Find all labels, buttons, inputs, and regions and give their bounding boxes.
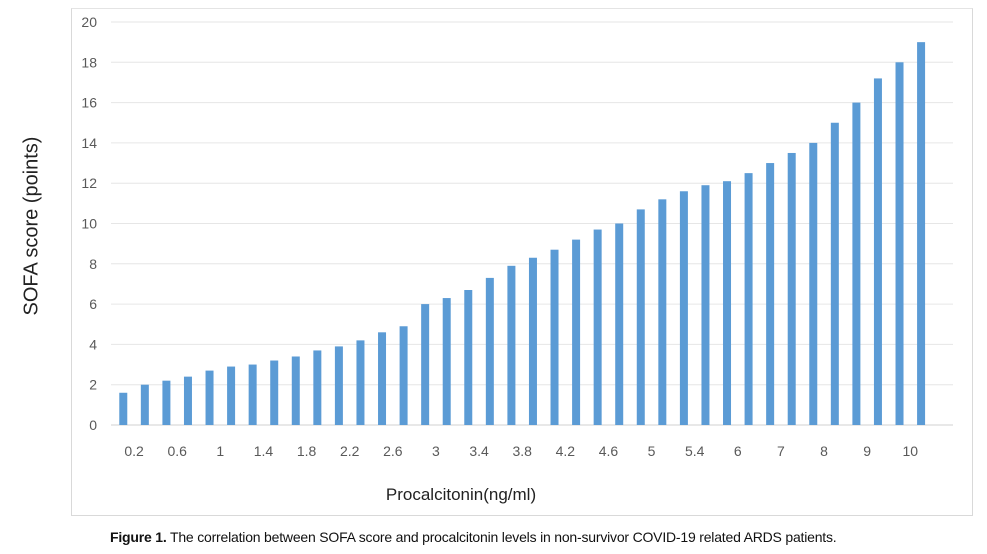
x-axis-ticks: 0.2 0.6 1 1.4 1.8 2.2 2.6 3 3.4 3.8 4.2 4.6 5 5.4 6 7 8 9… — [124, 443, 918, 459]
y-axis-ticks: 0 2 4 6 8 10 12 14 16 18 20 — [81, 14, 97, 433]
y-axis-label: SOFA score (points) — [20, 136, 43, 316]
bar — [507, 265, 516, 425]
bar — [270, 360, 279, 425]
bar — [378, 332, 387, 425]
bar — [140, 384, 149, 425]
bar — [528, 257, 537, 425]
x-tick-label: 0.6 — [167, 443, 187, 459]
x-tick-label: 10 — [903, 443, 919, 459]
x-tick-label: 2.2 — [340, 443, 360, 459]
bar — [356, 340, 365, 425]
x-tick-label: 4.6 — [599, 443, 619, 459]
bar — [787, 152, 796, 425]
bar — [442, 298, 451, 425]
y-tick-label: 10 — [81, 216, 97, 232]
x-tick-label: 6 — [734, 443, 742, 459]
y-tick-label: 4 — [89, 336, 97, 352]
bar — [636, 209, 645, 425]
x-tick-label: 2.6 — [383, 443, 403, 459]
caption-label: Figure 1. — [110, 529, 167, 545]
bar — [917, 42, 926, 426]
bars — [119, 42, 926, 426]
bar — [550, 249, 559, 425]
y-tick-label: 8 — [89, 256, 97, 272]
bar — [852, 102, 861, 425]
y-tick-label: 2 — [89, 377, 97, 393]
x-tick-label: 5.4 — [685, 443, 705, 459]
bar — [485, 277, 494, 425]
y-tick-label: 12 — [81, 175, 97, 191]
bar — [572, 239, 581, 425]
bar — [873, 78, 882, 426]
y-tick-label: 0 — [89, 417, 97, 433]
x-tick-label: 3.4 — [469, 443, 489, 459]
bar — [895, 62, 904, 426]
x-tick-label: 1.8 — [297, 443, 317, 459]
bar — [334, 346, 343, 425]
x-tick-label: 9 — [863, 443, 871, 459]
bar — [744, 173, 753, 426]
bar — [593, 229, 602, 425]
y-tick-label: 20 — [81, 14, 97, 30]
bar — [227, 366, 236, 425]
bar — [248, 364, 257, 425]
x-tick-label: 0.2 — [124, 443, 144, 459]
bar — [291, 356, 300, 425]
bar — [830, 122, 839, 425]
y-tick-label: 16 — [81, 95, 97, 111]
x-tick-label: 3.8 — [512, 443, 532, 459]
chart-frame — [71, 8, 973, 516]
bar — [464, 290, 473, 425]
bar — [723, 181, 732, 425]
y-tick-label: 14 — [81, 135, 97, 151]
bar — [205, 370, 214, 425]
bar — [615, 223, 624, 425]
caption-text: The correlation between SOFA score and p… — [166, 529, 837, 545]
bar — [421, 304, 430, 425]
y-tick-label: 6 — [89, 296, 97, 312]
bar — [183, 376, 192, 425]
bar — [766, 163, 775, 426]
figure-caption: Figure 1. The correlation between SOFA s… — [110, 529, 837, 545]
bar — [679, 191, 688, 425]
bar — [809, 142, 818, 425]
bar — [313, 350, 322, 425]
x-tick-label: 3 — [432, 443, 440, 459]
x-tick-label: 1 — [216, 443, 224, 459]
bar — [701, 185, 710, 425]
x-tick-label: 1.4 — [254, 443, 274, 459]
y-tick-label: 18 — [81, 54, 97, 70]
x-tick-label: 7 — [777, 443, 785, 459]
x-axis-label: Procalcitonin(ng/ml) — [385, 485, 537, 504]
bar — [162, 380, 171, 425]
x-tick-label: 5 — [648, 443, 656, 459]
x-tick-label: 4.2 — [556, 443, 576, 459]
bar — [399, 326, 408, 425]
x-tick-label: 8 — [820, 443, 828, 459]
bar — [119, 392, 128, 425]
bar — [658, 199, 667, 425]
